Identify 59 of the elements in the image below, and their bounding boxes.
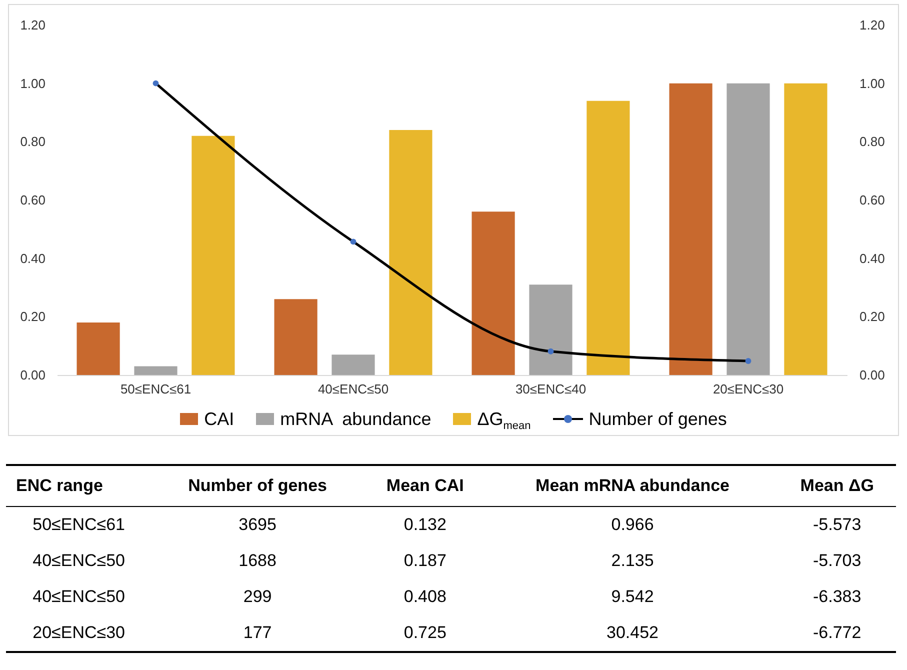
bar <box>529 284 572 375</box>
bar <box>586 100 630 375</box>
legend-label: mRNA abundance <box>280 408 432 431</box>
text: Mean CAI <box>364 465 487 506</box>
text: 299 <box>242 586 273 608</box>
bar <box>274 299 318 375</box>
y-tick-label: 0.80 <box>20 134 46 150</box>
legend-label: CAI <box>204 408 234 431</box>
bar <box>472 212 515 375</box>
y2-tick-label: 0.60 <box>860 192 885 208</box>
bar <box>669 83 712 375</box>
text: -6.772 <box>778 615 896 652</box>
y-tick-label: 0.40 <box>20 250 46 266</box>
y2-tick-label: 0.00 <box>860 368 885 382</box>
y2-tick-label: 1.00 <box>860 76 885 91</box>
text: 40≤ENC≤50 <box>32 550 126 572</box>
bar <box>726 83 770 375</box>
legend-label: ΔG$_{mean}$ <box>477 408 531 432</box>
text: 0.408 <box>402 586 448 608</box>
y2-tick-label: 0.20 <box>860 309 885 324</box>
text: Mean ΔG <box>778 465 896 506</box>
text: 30.452 <box>486 615 778 652</box>
x-tick-label: 40≤ENC≤50 <box>318 382 389 396</box>
bar <box>76 322 120 375</box>
bar <box>192 136 235 375</box>
bar <box>332 354 375 375</box>
bar <box>784 83 828 375</box>
text: 9.542 <box>610 586 655 608</box>
text: 50≤ENC≤61 <box>32 514 126 536</box>
text: 177 <box>152 615 364 652</box>
text: 20≤ENC≤30 <box>6 615 152 652</box>
y-tick-label: 1.20 <box>20 18 46 32</box>
legend-label: Number of genes <box>588 408 727 431</box>
text: Number of genes <box>152 465 364 506</box>
text: 0.966 <box>610 514 655 536</box>
y-tick-label: 0.60 <box>20 192 46 208</box>
text: 40≤ENC≤50 <box>32 586 126 608</box>
y2-tick-label: 0.80 <box>860 134 885 150</box>
x-tick-label: 30≤ENC≤40 <box>515 382 586 396</box>
text: Mean mRNA abundance <box>486 465 778 506</box>
text: 2.135 <box>610 550 655 572</box>
text: -5.703 <box>812 550 862 572</box>
x-tick-label: 50≤ENC≤61 <box>120 382 192 396</box>
text: 3695 <box>238 514 278 536</box>
y2-tick-label: 1.20 <box>860 18 885 32</box>
text: 0.187 <box>402 550 448 572</box>
text: 0.725 <box>364 615 487 652</box>
text: -6.383 <box>812 586 862 608</box>
x-tick-label: 20≤ENC≤30 <box>712 382 784 396</box>
y-tick-label: 0.00 <box>20 368 46 382</box>
text: 1688 <box>238 550 278 572</box>
bar <box>389 130 432 375</box>
y2-tick-label: 0.40 <box>860 250 885 266</box>
y-tick-label: 0.20 <box>20 309 46 324</box>
y-tick-label: 1.00 <box>20 76 46 91</box>
text: ENC range <box>6 465 152 506</box>
bar <box>134 366 178 375</box>
text: -5.573 <box>812 514 862 536</box>
text: 0.132 <box>402 514 448 536</box>
